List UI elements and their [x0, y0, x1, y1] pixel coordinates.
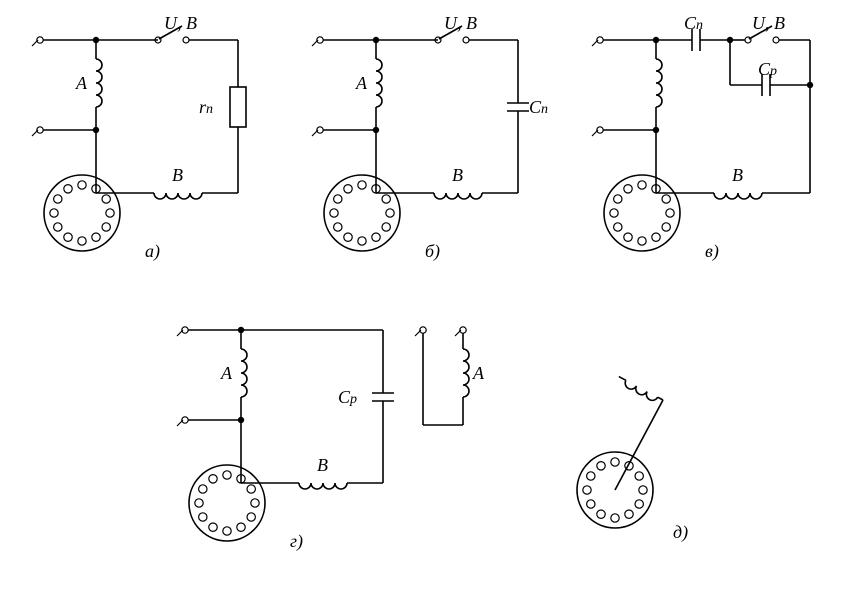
label-B: B — [172, 165, 183, 185]
panel-b: U, B Cп B A б) — [312, 13, 548, 262]
svg-text:B: B — [317, 455, 328, 475]
label-Cn: Cп — [684, 13, 703, 33]
svg-text:б): б) — [425, 241, 440, 262]
resistor-icon — [230, 87, 246, 127]
schematics-canvas: U, B rп B A а) U, B Cп B A б) Cп — [0, 0, 851, 605]
label-rn: rп — [199, 97, 213, 117]
svg-text:A: A — [220, 363, 233, 383]
label-A: A — [75, 73, 88, 93]
rotor-icon — [44, 175, 120, 251]
inductor-B-icon — [154, 193, 202, 199]
panel-label: а) — [145, 241, 160, 262]
svg-text:U, B: U, B — [752, 13, 785, 33]
svg-text:A: A — [472, 363, 485, 383]
svg-text:B: B — [452, 165, 463, 185]
panel-d: д) — [577, 377, 688, 543]
panel-v: Cп U, B Cр B в) — [592, 13, 813, 262]
inductor-A-icon — [96, 59, 102, 107]
label-UB: U, B — [164, 13, 197, 33]
panel-a: U, B rп B A а) — [32, 13, 246, 262]
svg-text:B: B — [732, 165, 743, 185]
label-Cp: Cр — [338, 387, 357, 407]
svg-text:д): д) — [673, 522, 688, 543]
label-Cp: Cр — [758, 59, 777, 79]
capacitor-icon — [507, 103, 529, 111]
svg-text:U, B: U, B — [444, 13, 477, 33]
svg-text:A: A — [355, 73, 368, 93]
svg-text:в): в) — [705, 241, 719, 262]
label-Cn: Cп — [529, 97, 548, 117]
svg-text:г): г) — [290, 531, 303, 552]
panel-g: Cр B A г) A — [177, 327, 485, 552]
